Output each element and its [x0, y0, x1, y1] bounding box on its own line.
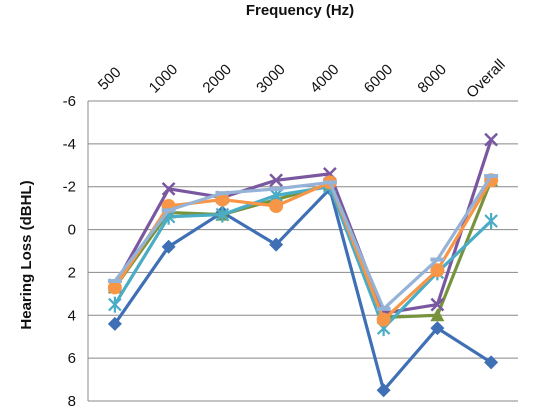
data-point: [484, 174, 499, 178]
data-point: [430, 263, 445, 278]
x-tick-label: 8000: [414, 61, 450, 97]
series-layer: [107, 132, 499, 398]
y-tick-labels: -6 -4 -2 0 2 4 6 8: [63, 93, 76, 407]
x-tick-label: 6000: [361, 61, 397, 97]
series-line: [113, 187, 492, 392]
data-point: [269, 173, 284, 188]
y-tick-label: 2: [68, 264, 76, 281]
data-point: [484, 213, 498, 229]
data-point: [376, 312, 391, 327]
y-tick-label: -6: [63, 93, 76, 110]
x-tick-label: 3000: [253, 61, 289, 97]
data-point: [215, 192, 230, 207]
x-tick-label: Overall: [463, 56, 509, 102]
series-line: [113, 179, 493, 322]
series-line: [113, 175, 493, 311]
series-line: [113, 185, 493, 330]
y-tick-label: 0: [68, 222, 76, 239]
y-axis-title: Hearing Loss (dBHL): [18, 180, 35, 329]
data-point: [107, 316, 122, 331]
x-tick-label: 1000: [146, 61, 182, 97]
data-point: [107, 280, 122, 295]
data-point: [215, 206, 230, 223]
y-tick-label: -2: [63, 179, 76, 196]
series-4: [108, 178, 498, 337]
x-tick-label: 4000: [307, 61, 343, 97]
y-tick-label: 6: [68, 350, 76, 367]
data-point: [269, 199, 284, 213]
data-point: [215, 191, 230, 196]
data-point: [376, 383, 391, 398]
data-point: [161, 181, 176, 196]
x-tick-labels: 500 1000 2000 3000 4000 6000 8000 Overall: [95, 56, 509, 102]
data-point: [161, 239, 176, 254]
series-6: [107, 174, 499, 311]
y-tick-label: -4: [63, 136, 76, 153]
data-point: [269, 237, 284, 252]
y-tick-label: 8: [68, 393, 76, 407]
data-point: [322, 180, 337, 185]
x-tick-label: 2000: [199, 61, 235, 97]
data-point: [269, 186, 284, 191]
data-point: [484, 132, 499, 147]
data-point: [430, 297, 445, 312]
data-point: [484, 355, 499, 370]
chart-title: Frequency (Hz): [246, 2, 354, 19]
data-point: [430, 321, 445, 336]
data-point: [376, 306, 391, 311]
y-tick-label: 4: [68, 307, 76, 324]
series-3: [107, 132, 499, 321]
series-line: [113, 139, 493, 315]
data-point: [430, 257, 445, 262]
data-point: [107, 279, 122, 283]
x-tick-label: 500: [95, 64, 125, 94]
data-point: [108, 296, 122, 313]
data-point: [161, 208, 176, 213]
data-point: [430, 308, 445, 322]
